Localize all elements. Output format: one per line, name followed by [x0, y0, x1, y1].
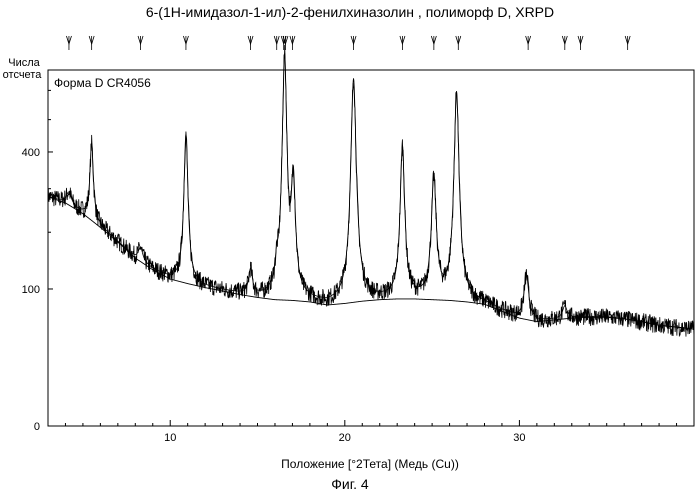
- y-tick-label: 0: [34, 421, 40, 433]
- chart-title: 6-(1H-имидазол-1-ил)-2-фенилхиназолин , …: [146, 4, 554, 20]
- x-tick-label: 30: [513, 432, 525, 444]
- x-tick-label: 20: [339, 432, 351, 444]
- figure-caption: Фиг. 4: [331, 476, 369, 491]
- baseline-fit-line: [48, 197, 694, 329]
- x-axis-label: Положение [°2Тета] (Медь (Cu)): [281, 457, 459, 471]
- x-tick-label: 10: [164, 432, 176, 444]
- y-axis-label-line1: Числа: [8, 57, 40, 69]
- legend-label: Форма D CR4056: [54, 76, 151, 90]
- peak-markers: [66, 36, 630, 50]
- y-tick-label: 100: [22, 284, 40, 296]
- plot-frame: [48, 70, 694, 426]
- y-tick-label: 400: [22, 147, 40, 159]
- y-axis-label-line2: отсчета: [3, 69, 43, 81]
- axis-ticks: 10 20 30 0 100 400: [22, 90, 694, 444]
